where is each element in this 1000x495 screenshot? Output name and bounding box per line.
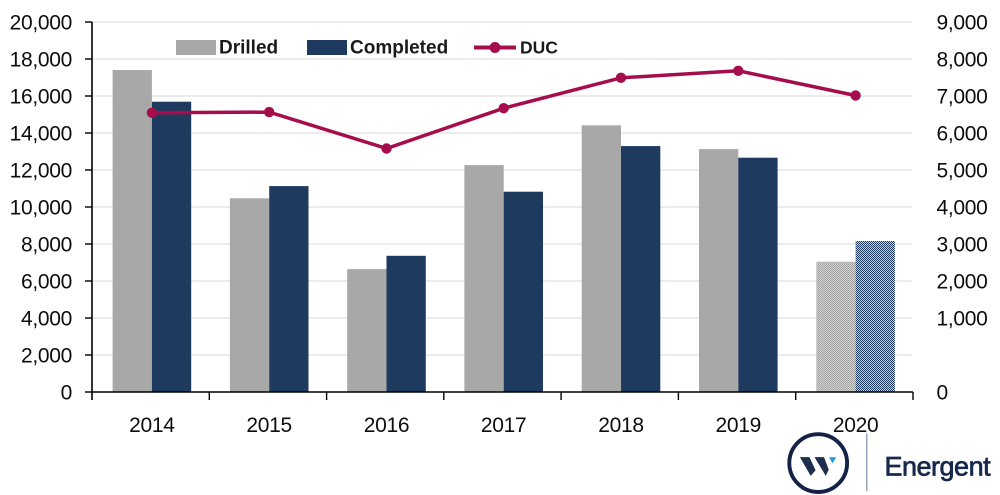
svg-text:4,000: 4,000 — [21, 308, 72, 331]
svg-text:2019: 2019 — [716, 414, 762, 437]
svg-text:Completed: Completed — [350, 38, 448, 59]
svg-text:20,000: 20,000 — [10, 12, 72, 35]
svg-text:14,000: 14,000 — [10, 123, 72, 146]
svg-text:3,000: 3,000 — [937, 234, 988, 257]
svg-text:18,000: 18,000 — [10, 49, 72, 72]
svg-text:7,000: 7,000 — [937, 86, 988, 109]
svg-text:Energent: Energent — [885, 452, 992, 482]
svg-text:8,000: 8,000 — [21, 234, 72, 257]
svg-text:10,000: 10,000 — [10, 197, 72, 220]
svg-text:2,000: 2,000 — [937, 271, 988, 294]
svg-text:2015: 2015 — [246, 414, 292, 437]
svg-text:Drilled: Drilled — [219, 38, 278, 59]
svg-text:2,000: 2,000 — [21, 345, 72, 368]
svg-text:16,000: 16,000 — [10, 86, 72, 109]
svg-text:6,000: 6,000 — [937, 123, 988, 146]
svg-text:12,000: 12,000 — [10, 160, 72, 183]
svg-text:2017: 2017 — [481, 414, 527, 437]
svg-text:1,000: 1,000 — [937, 308, 988, 331]
svg-text:0: 0 — [61, 382, 72, 405]
svg-text:6,000: 6,000 — [21, 271, 72, 294]
svg-text:9,000: 9,000 — [937, 12, 988, 35]
svg-text:2016: 2016 — [364, 414, 410, 437]
svg-text:5,000: 5,000 — [937, 160, 988, 183]
svg-text:2014: 2014 — [129, 414, 175, 437]
svg-text:8,000: 8,000 — [937, 49, 988, 72]
svg-text:2020: 2020 — [833, 414, 879, 437]
svg-text:2018: 2018 — [598, 414, 644, 437]
svg-text:DUC: DUC — [520, 38, 558, 58]
svg-text:0: 0 — [937, 382, 948, 405]
svg-text:4,000: 4,000 — [937, 197, 988, 220]
